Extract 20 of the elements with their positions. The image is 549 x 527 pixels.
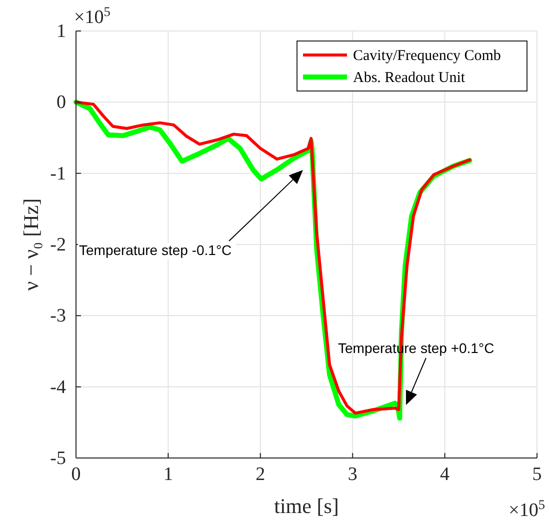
y-tick-label: -4: [50, 376, 66, 398]
legend-label: Abs. Readout Unit: [353, 70, 466, 86]
annotation: Temperature step -0.1°C: [79, 242, 232, 258]
text: ×10$^{5}$: [508, 496, 546, 521]
x-tick-label: 5: [532, 464, 542, 485]
y-axis-title: ν − ν₀ [Hz]: [19, 198, 43, 291]
y-tick-label: 0: [56, 92, 66, 114]
y-tick-label: -5: [50, 448, 66, 469]
y-tick-label: 1: [56, 21, 66, 42]
text: ×10$^{5}$: [74, 4, 111, 28]
y-tick-label: -3: [50, 306, 66, 327]
y-tick-label: -2: [50, 234, 66, 256]
x-tick-label: 1: [163, 464, 173, 485]
y-tick-label: -1: [50, 163, 66, 184]
x-tick-label: 2: [256, 464, 266, 485]
x-tick-label: 4: [440, 464, 450, 485]
x-axis-title: time [s]: [274, 494, 339, 518]
legend-label: Cavity/Frequency Comb: [353, 48, 501, 64]
x-tick-label: 0: [71, 464, 81, 485]
x-tick-label: 3: [348, 464, 358, 485]
